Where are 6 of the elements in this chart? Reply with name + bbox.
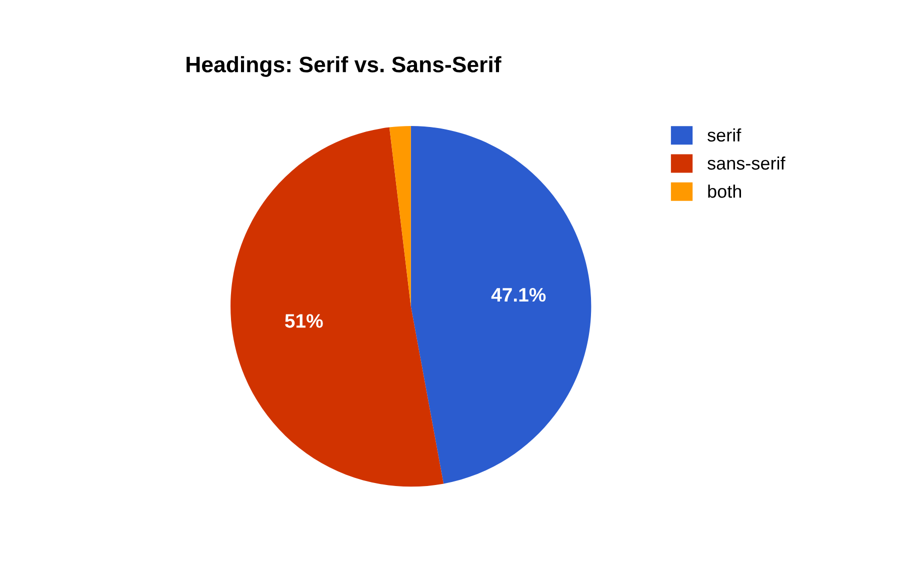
data-label: 51% [285, 314, 323, 328]
legend-label: sans-serif [708, 156, 786, 170]
legend-label: serif [708, 128, 742, 142]
chart-title: Headings: Serif vs. Sans-Serif [186, 56, 502, 77]
legend-label: both [708, 184, 742, 198]
data-label: 47.1% [491, 288, 546, 302]
